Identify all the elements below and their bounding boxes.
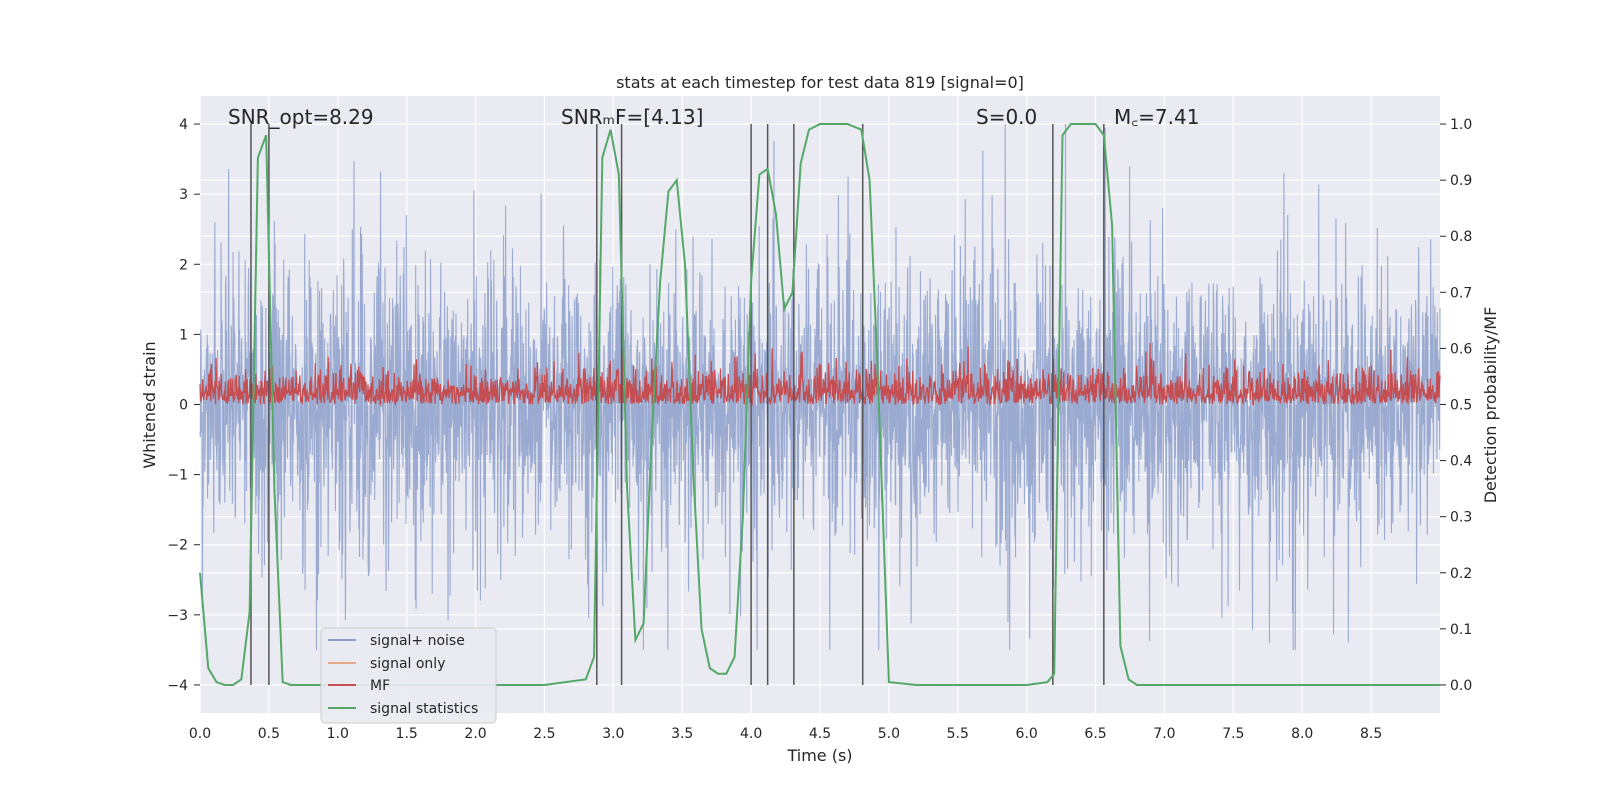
annotation-snr-mf: SNRₘF=[4.13] [561,105,703,129]
legend-label-mf: MF [370,678,390,694]
x-tick-label-16: 8.0 [1291,726,1313,742]
y2-axis-label: Detection probability/MF [1481,307,1500,504]
x-tick-label-7: 3.5 [671,726,693,742]
x-tick-label-6: 3.0 [602,726,624,742]
mf-line [199,343,1441,407]
y-tick-label-0: 4 [179,117,188,133]
y-tick-label-4: 0 [179,398,188,414]
signal-noise-line [199,124,1441,650]
x-tick-label-9: 4.5 [809,726,831,742]
y2-tick-label-1: 0.9 [1450,173,1472,189]
x-tick-label-15: 7.5 [1222,726,1244,742]
x-tick-label-8: 4.0 [740,726,762,742]
legend-label-signal-statistics: signal statistics [370,701,478,717]
y2-tick-label-9: 0.1 [1450,622,1472,638]
y-tick-label-2: 2 [179,257,188,273]
annotation-s: S=0.0 [976,105,1037,129]
y-tick-label-1: 3 [179,187,188,203]
y-tick-label-5: −1 [167,468,188,484]
chart-title: stats at each timestep for test data 819… [616,73,1024,92]
legend-label-signal-only: signal only [370,656,445,672]
x-tick-label-14: 7.0 [1153,726,1175,742]
annotation-mc: M꜀=7.41 [1114,105,1199,129]
x-tick-label-12: 6.0 [1016,726,1038,742]
x-tick-label-2: 1.0 [327,726,349,742]
x-tick-label-3: 1.5 [396,726,418,742]
x-tick-label-4: 2.0 [464,726,486,742]
x-tick-label-1: 0.5 [258,726,280,742]
signal-noise-series [199,124,1441,650]
signal-statistics-series [199,123,1440,686]
y2-tick-label-2: 0.8 [1450,229,1472,245]
x-tick-label-17: 8.5 [1360,726,1382,742]
y2-tick-label-7: 0.3 [1450,510,1472,526]
legend: signal+ noise signal only MF signal stat… [320,627,497,724]
y2-ticks: 1.0 0.9 0.8 0.7 0.6 0.5 0.4 0.3 0.2 0.1 0.0 [1440,117,1472,694]
x-tick-label-11: 5.5 [947,726,969,742]
signal-statistics-line [199,123,1440,686]
y2-tick-label-3: 0.7 [1450,285,1472,301]
y2-tick-label-5: 0.5 [1450,398,1472,414]
y-tick-label-6: −2 [167,538,188,554]
mf-series [199,343,1441,407]
annotation-snr-opt: SNR_opt=8.29 [228,105,374,129]
y2-tick-label-4: 0.6 [1450,341,1472,357]
y-tick-label-8: −4 [167,678,188,694]
x-tick-label-10: 5.0 [878,726,900,742]
x-tick-label-5: 2.5 [533,726,555,742]
y2-tick-label-8: 0.2 [1450,566,1472,582]
x-ticks: 0.0 0.5 1.0 1.5 2.0 2.5 3.0 3.5 4.0 4.5 5.0 5.5 6.0 6… [189,726,1382,742]
y-tick-label-7: −3 [167,608,188,624]
y2-tick-label-10: 0.0 [1450,678,1472,694]
y-ticks: 4 3 2 1 0 −1 −2 −3 −4 [167,117,200,694]
legend-box [320,627,497,724]
annotations: SNR_opt=8.29 SNRₘF=[4.13] S=0.0 M꜀=7.41 [228,105,1199,129]
y-axis-label: Whitened strain [140,341,159,468]
x-tick-label-0: 0.0 [189,726,211,742]
y2-tick-label-6: 0.4 [1450,454,1472,470]
vlines [250,124,1105,685]
y-tick-label-3: 1 [179,327,188,343]
y2-tick-label-0: 1.0 [1450,117,1472,133]
x-axis-label: Time (s) [786,746,852,765]
legend-label-signal-noise: signal+ noise [370,633,465,649]
x-tick-label-13: 6.5 [1084,726,1106,742]
